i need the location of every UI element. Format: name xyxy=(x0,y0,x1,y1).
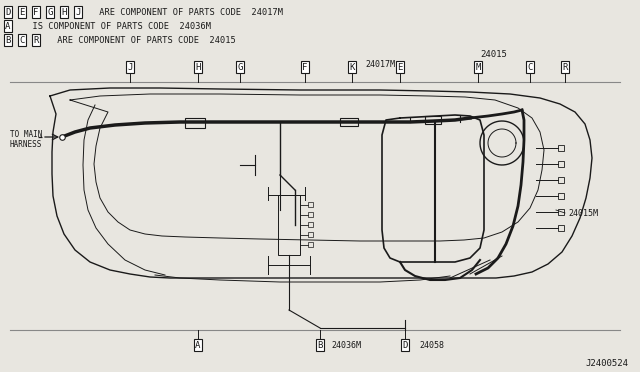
Text: 24058: 24058 xyxy=(419,340,444,350)
Text: D: D xyxy=(5,7,11,16)
Text: G: G xyxy=(237,62,243,71)
Bar xyxy=(278,195,300,255)
Text: J: J xyxy=(76,7,81,16)
Text: E: E xyxy=(397,62,403,71)
Text: G: G xyxy=(47,7,52,16)
Text: 24017M: 24017M xyxy=(365,60,395,68)
Bar xyxy=(558,209,564,215)
Bar xyxy=(425,116,441,124)
Text: ARE COMPONENT OF PARTS CODE  24015: ARE COMPONENT OF PARTS CODE 24015 xyxy=(52,35,236,45)
Bar xyxy=(308,212,313,217)
Bar xyxy=(558,225,564,231)
Bar xyxy=(558,145,564,151)
Bar xyxy=(558,161,564,167)
Text: 24015M: 24015M xyxy=(568,208,598,218)
Text: A: A xyxy=(195,340,201,350)
Text: J: J xyxy=(127,62,132,71)
Bar xyxy=(558,193,564,199)
Text: R: R xyxy=(33,35,38,45)
Bar xyxy=(308,222,313,227)
Bar xyxy=(308,232,313,237)
Text: C: C xyxy=(19,35,25,45)
Text: IS COMPONENT OF PARTS CODE  24036M: IS COMPONENT OF PARTS CODE 24036M xyxy=(22,22,211,31)
Text: M: M xyxy=(476,62,481,71)
Bar xyxy=(558,177,564,183)
Text: J2400524: J2400524 xyxy=(585,359,628,368)
Bar xyxy=(308,202,313,207)
Text: HARNESS: HARNESS xyxy=(10,140,42,148)
Text: D: D xyxy=(403,340,408,350)
Text: H: H xyxy=(195,62,201,71)
Bar xyxy=(308,242,313,247)
Text: TO MAIN: TO MAIN xyxy=(10,129,42,138)
Text: C: C xyxy=(527,62,532,71)
Bar xyxy=(340,118,358,126)
Text: F: F xyxy=(302,62,308,71)
Text: E: E xyxy=(19,7,25,16)
Text: A: A xyxy=(5,22,11,31)
Text: B: B xyxy=(5,35,11,45)
Text: K: K xyxy=(349,62,355,71)
Text: R: R xyxy=(563,62,568,71)
Text: 24036M: 24036M xyxy=(331,340,361,350)
Text: 24015: 24015 xyxy=(480,49,507,58)
Text: H: H xyxy=(61,7,67,16)
Text: B: B xyxy=(317,340,323,350)
Text: ARE COMPONENT OF PARTS CODE  24017M: ARE COMPONENT OF PARTS CODE 24017M xyxy=(94,7,283,16)
Bar xyxy=(185,118,205,128)
Text: F: F xyxy=(33,7,38,16)
